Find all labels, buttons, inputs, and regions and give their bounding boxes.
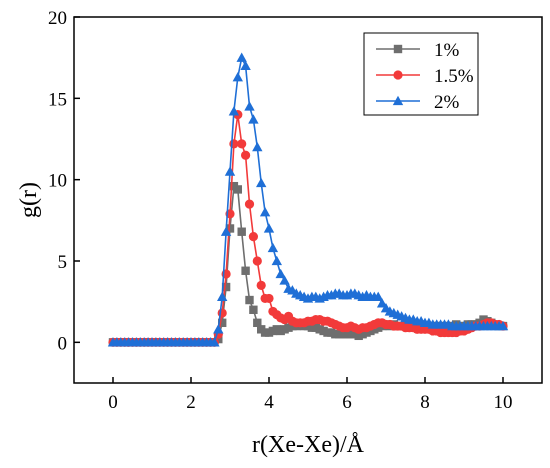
x-tick-label: 6: [342, 392, 352, 413]
data-point: [233, 185, 242, 194]
data-point: [248, 114, 259, 124]
legend-entry: 1%: [376, 40, 460, 61]
data-point: [241, 266, 250, 275]
data-point: [240, 60, 251, 70]
plot-frame: [73, 16, 543, 384]
data-point: [275, 268, 286, 279]
series-layer: [107, 52, 509, 347]
data-point: [237, 139, 247, 149]
y-tick-label: 15: [48, 89, 67, 110]
x-axis-title: r(Xe-Xe)/Å: [252, 432, 365, 458]
data-point: [237, 227, 246, 236]
data-point: [253, 318, 262, 328]
series-circle: [108, 110, 508, 347]
data-point: [376, 298, 388, 308]
legend-label: 2%: [434, 92, 460, 113]
data-point: [497, 320, 509, 331]
data-point: [252, 141, 263, 152]
series-triangle: [107, 52, 509, 347]
data-point: [245, 295, 254, 305]
data-point: [218, 318, 227, 328]
data-point: [259, 207, 271, 217]
legend-marker: [393, 70, 403, 80]
data-point: [256, 280, 266, 290]
legend-marker: [392, 95, 404, 106]
data-point: [244, 101, 255, 111]
data-point: [373, 291, 384, 301]
data-point: [244, 199, 255, 209]
legend-entry: 1.5%: [376, 66, 474, 87]
legend-marker: [393, 44, 403, 54]
data-point: [214, 334, 223, 344]
data-point: [225, 224, 235, 233]
y-tick-label: 20: [48, 8, 67, 29]
x-tick-label: 10: [494, 392, 513, 413]
y-tick-label: 0: [58, 333, 68, 354]
legend-entry: 2%: [376, 92, 460, 113]
y-axis-title: g(r): [16, 182, 42, 218]
data-point: [264, 293, 274, 304]
data-point: [213, 324, 224, 334]
x-tick-label: 4: [264, 392, 274, 413]
data-point: [256, 177, 267, 188]
data-point: [252, 256, 262, 266]
data-point: [249, 305, 258, 314]
data-point: [279, 275, 290, 285]
legend-label: 1.5%: [434, 66, 474, 87]
data-point: [241, 150, 251, 160]
data-point: [224, 166, 236, 176]
data-point: [248, 232, 258, 242]
y-tick-label: 10: [48, 171, 67, 192]
data-point: [263, 223, 275, 233]
data-point: [232, 71, 243, 82]
x-tick-label: 0: [108, 392, 118, 413]
data-point: [221, 282, 231, 292]
x-tick-label: 2: [186, 392, 196, 413]
data-point: [267, 242, 279, 253]
data-point: [209, 337, 220, 347]
y-tick-label: 5: [58, 252, 68, 273]
data-point: [217, 308, 227, 318]
data-point: [271, 255, 282, 266]
series-line: [113, 114, 504, 344]
data-point: [236, 52, 247, 62]
legend-label: 1%: [434, 40, 460, 61]
data-point: [220, 226, 232, 236]
legend: 1% 1.5% 2%: [363, 32, 479, 116]
data-point: [228, 106, 240, 116]
x-tick-label: 8: [420, 392, 430, 413]
axis-layer: 0 2 4 6 8 10 0 5 10 15 20: [48, 8, 513, 413]
data-point: [217, 291, 228, 301]
